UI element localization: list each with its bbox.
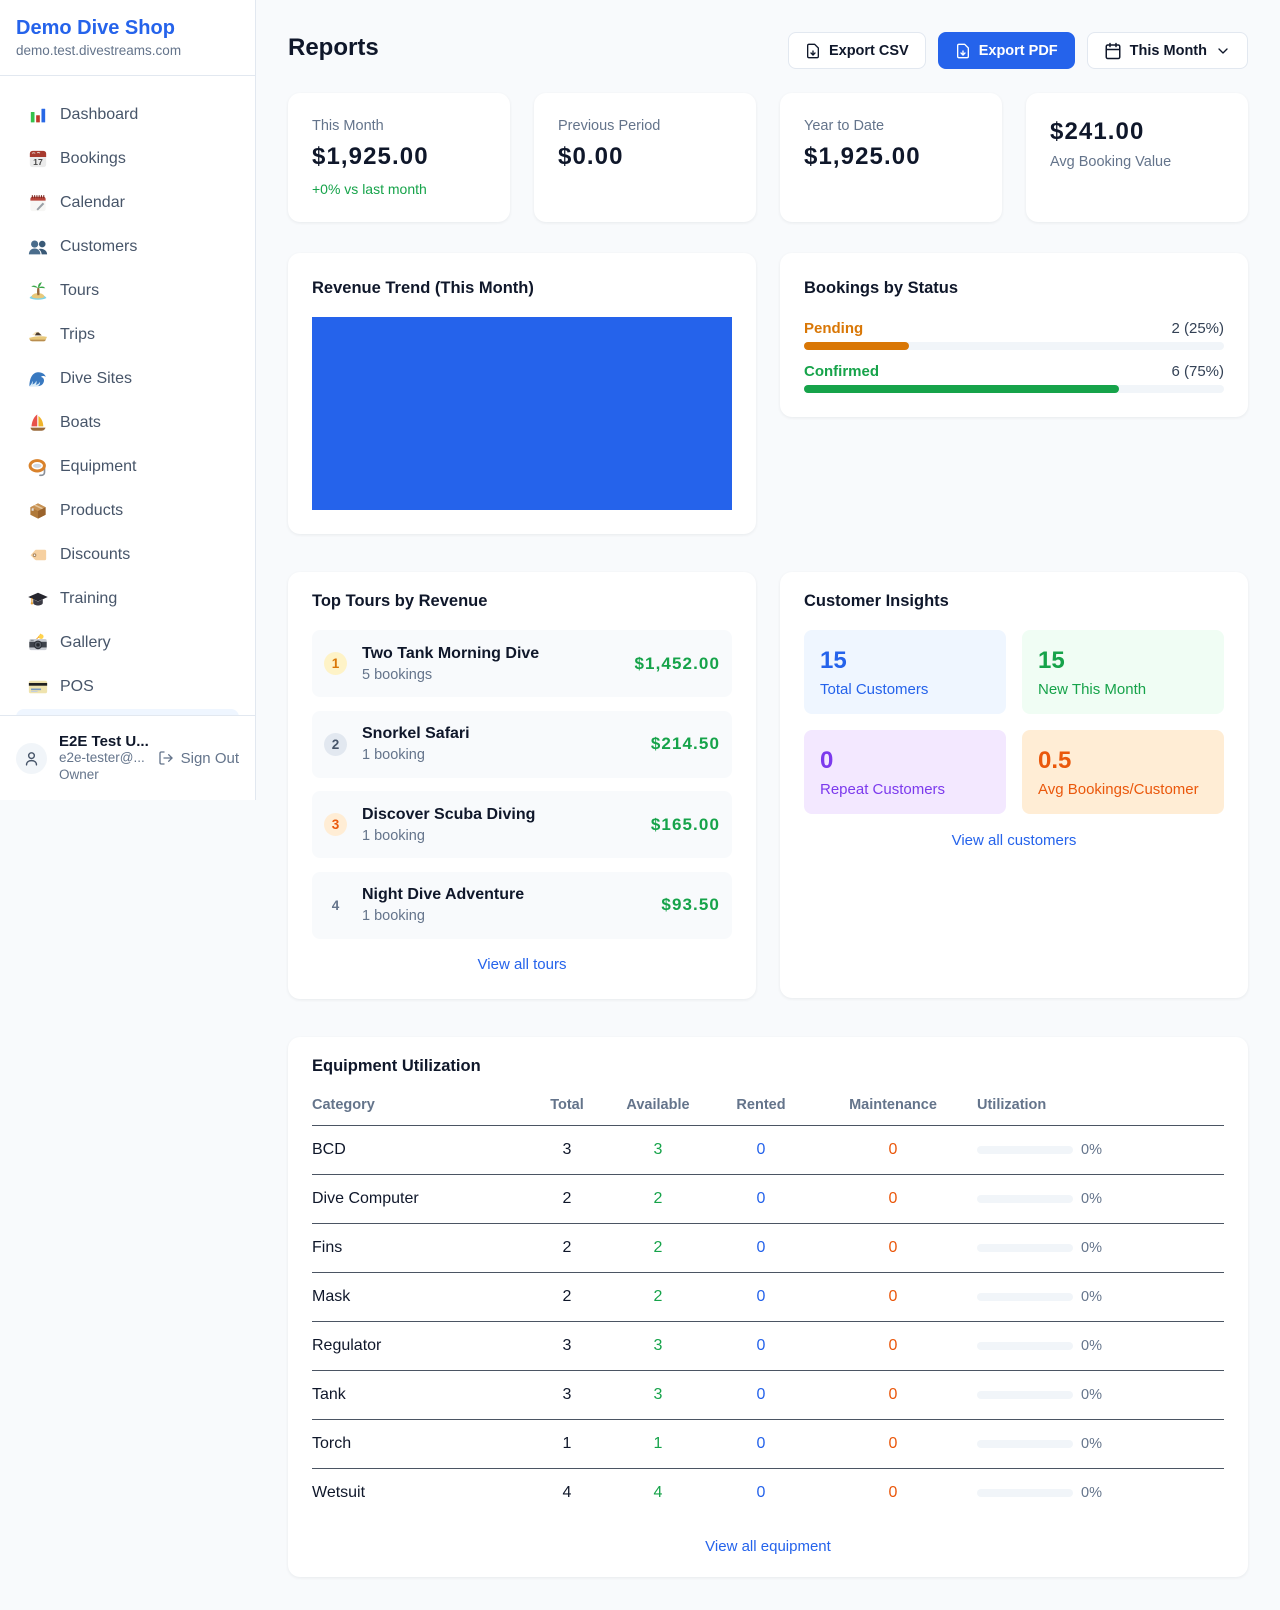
svg-text:17: 17 [33,157,43,167]
